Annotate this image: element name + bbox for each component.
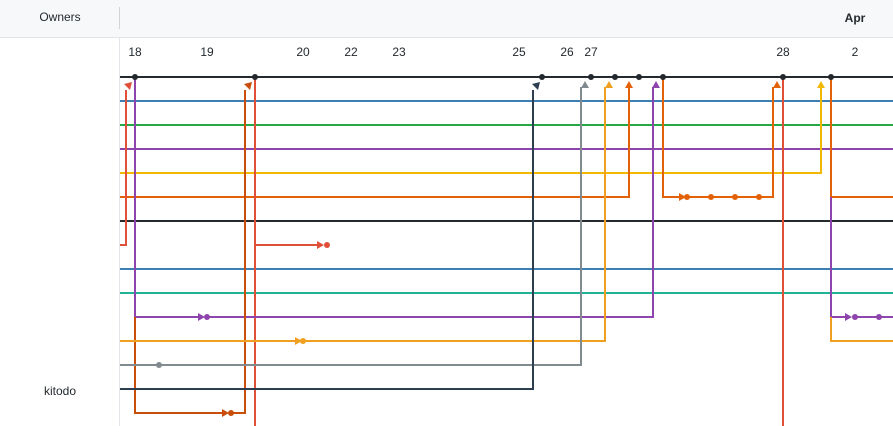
header-divider [119,7,120,29]
merge-arrow [773,81,781,88]
merge-arrow [625,81,633,88]
branch-line [830,317,893,342]
commit-dot[interactable] [780,74,786,80]
commit-dot[interactable] [636,74,642,80]
day-label: 18 [128,45,142,59]
commit-dot[interactable] [684,194,690,200]
branch-line [231,90,246,414]
day-label: 2 [851,45,859,59]
merge-arrow [198,313,205,321]
merge-arrow [845,313,852,321]
commit-dot[interactable] [708,194,714,200]
merge-arrow [817,81,825,88]
branch-line [120,87,582,366]
merge-arrow [124,82,132,90]
commit-dot[interactable] [588,74,594,80]
merge-arrow [679,193,686,201]
merge-arrow [317,241,324,249]
day-label: 27 [584,45,598,59]
branch-line [687,87,774,198]
commit-dot[interactable] [756,194,762,200]
commit-dot[interactable] [324,242,330,248]
commit-dot[interactable] [876,314,882,320]
commit-dot[interactable] [156,362,162,368]
branch-line [207,87,654,318]
commit-dot[interactable] [539,74,545,80]
day-label: 26 [560,45,574,59]
owner-name-kitodo[interactable]: kitodo [43,384,77,398]
merge-arrow [605,81,613,88]
branch-line [120,87,630,198]
branch-line [134,317,223,414]
commit-dot[interactable] [612,74,618,80]
branch-line [120,90,534,390]
commit-dot[interactable] [828,74,834,80]
branch-line [830,197,848,318]
branch-line [830,77,893,198]
day-label: 23 [392,45,406,59]
commit-dot[interactable] [132,74,138,80]
branch-line [120,87,822,174]
branch-line [303,87,606,342]
day-label: 28 [776,45,790,59]
merge-arrow [581,81,589,88]
branch-line [120,90,127,246]
owners-column-divider [119,38,120,426]
commit-dot[interactable] [660,74,666,80]
merge-arrow [244,82,252,90]
day-label: 22 [344,45,358,59]
network-header: Owners Apr [0,0,893,38]
commit-dot[interactable] [252,74,258,80]
merge-arrow [222,409,229,417]
merge-arrow [652,81,660,88]
month-label: Apr [844,11,866,25]
day-label: 19 [200,45,214,59]
commit-dot[interactable] [732,194,738,200]
merge-arrow [295,337,302,345]
merge-arrow [532,82,540,90]
day-label: 25 [512,45,526,59]
branch-line [662,77,680,198]
day-label: 20 [296,45,310,59]
owners-column-header: Owners [39,10,81,24]
